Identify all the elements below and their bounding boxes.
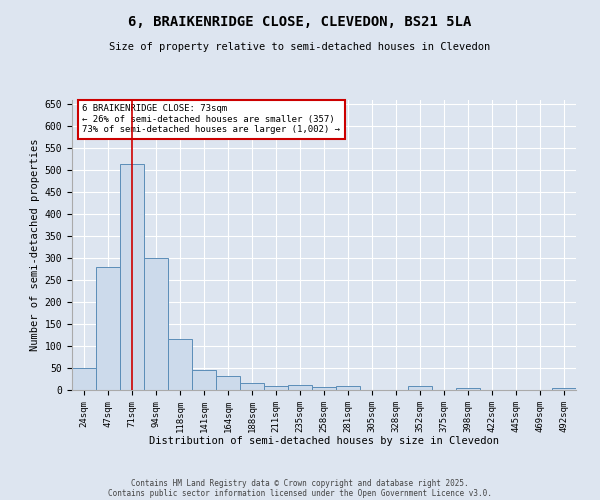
Bar — [120, 164, 144, 390]
Text: 6 BRAIKENRIDGE CLOSE: 73sqm
← 26% of semi-detached houses are smaller (357)
73% : 6 BRAIKENRIDGE CLOSE: 73sqm ← 26% of sem… — [82, 104, 340, 134]
Bar — [72, 368, 96, 390]
Bar — [144, 258, 168, 390]
Bar — [240, 383, 264, 390]
Bar — [408, 386, 432, 390]
Bar — [168, 338, 192, 390]
Bar — [312, 387, 336, 390]
Bar — [216, 376, 240, 390]
Bar — [192, 370, 216, 390]
Text: Contains HM Land Registry data © Crown copyright and database right 2025.: Contains HM Land Registry data © Crown c… — [131, 478, 469, 488]
X-axis label: Distribution of semi-detached houses by size in Clevedon: Distribution of semi-detached houses by … — [149, 436, 499, 446]
Bar — [288, 384, 312, 390]
Text: Contains public sector information licensed under the Open Government Licence v3: Contains public sector information licen… — [108, 488, 492, 498]
Text: 6, BRAIKENRIDGE CLOSE, CLEVEDON, BS21 5LA: 6, BRAIKENRIDGE CLOSE, CLEVEDON, BS21 5L… — [128, 15, 472, 29]
Bar — [456, 388, 480, 390]
Y-axis label: Number of semi-detached properties: Number of semi-detached properties — [31, 138, 40, 352]
Bar — [552, 388, 576, 390]
Text: Size of property relative to semi-detached houses in Clevedon: Size of property relative to semi-detach… — [109, 42, 491, 52]
Bar — [336, 386, 360, 390]
Bar — [264, 386, 288, 390]
Bar — [96, 267, 120, 390]
